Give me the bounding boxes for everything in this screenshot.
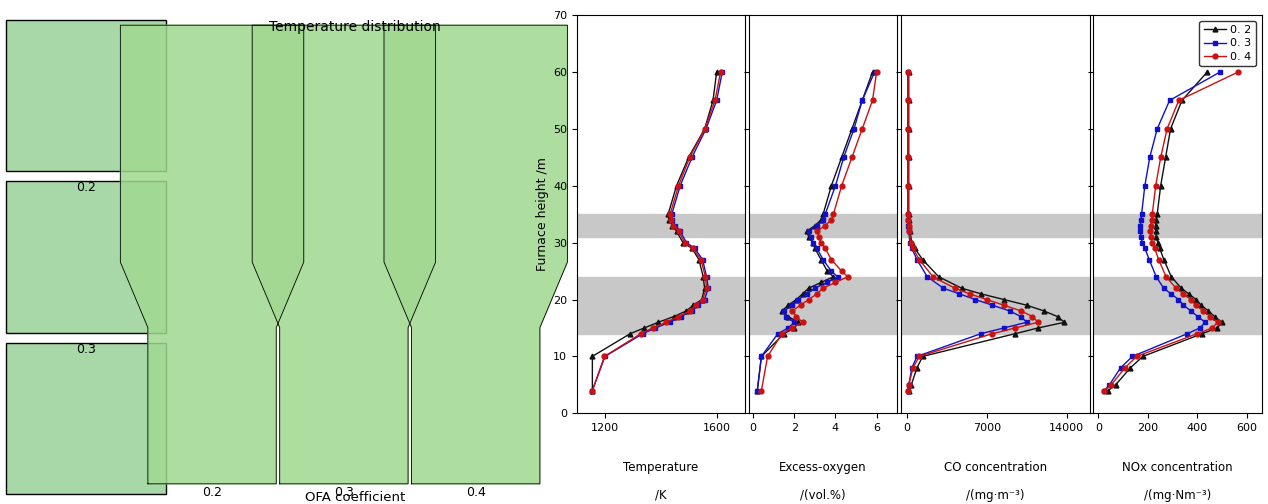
Text: CO concentration: CO concentration — [943, 461, 1047, 474]
Text: 0.4: 0.4 — [465, 486, 486, 499]
Text: /(mg·m⁻³): /(mg·m⁻³) — [966, 489, 1025, 502]
Text: 0.2: 0.2 — [202, 486, 222, 499]
Bar — [902, 214, 1089, 237]
Y-axis label: Furnace height /m: Furnace height /m — [536, 157, 549, 271]
Bar — [6, 343, 166, 494]
Text: NOx concentration: NOx concentration — [1122, 461, 1232, 474]
Bar — [749, 277, 898, 334]
Bar — [1093, 277, 1262, 334]
Polygon shape — [120, 25, 304, 484]
Bar — [6, 20, 166, 171]
Text: 0.3: 0.3 — [333, 486, 354, 499]
Text: Temperature distribution: Temperature distribution — [270, 20, 441, 34]
Bar — [902, 277, 1089, 334]
Bar — [577, 277, 746, 334]
Text: 0.2: 0.2 — [76, 181, 96, 195]
Text: OFA coefficient: OFA coefficient — [306, 491, 406, 504]
Bar — [1093, 214, 1262, 237]
Text: Temperature: Temperature — [624, 461, 699, 474]
Bar — [749, 214, 898, 237]
Text: /(mg·Nm⁻³): /(mg·Nm⁻³) — [1144, 489, 1211, 502]
Polygon shape — [252, 25, 436, 484]
Text: /(vol.%): /(vol.%) — [800, 489, 846, 502]
Text: Excess-oxygen: Excess-oxygen — [780, 461, 867, 474]
Polygon shape — [384, 25, 567, 484]
Text: /K: /K — [656, 489, 667, 502]
Bar — [6, 181, 166, 333]
Bar — [577, 214, 746, 237]
Legend: 0. 2, 0. 3, 0. 4: 0. 2, 0. 3, 0. 4 — [1200, 21, 1257, 66]
Text: 0.3: 0.3 — [76, 343, 96, 356]
